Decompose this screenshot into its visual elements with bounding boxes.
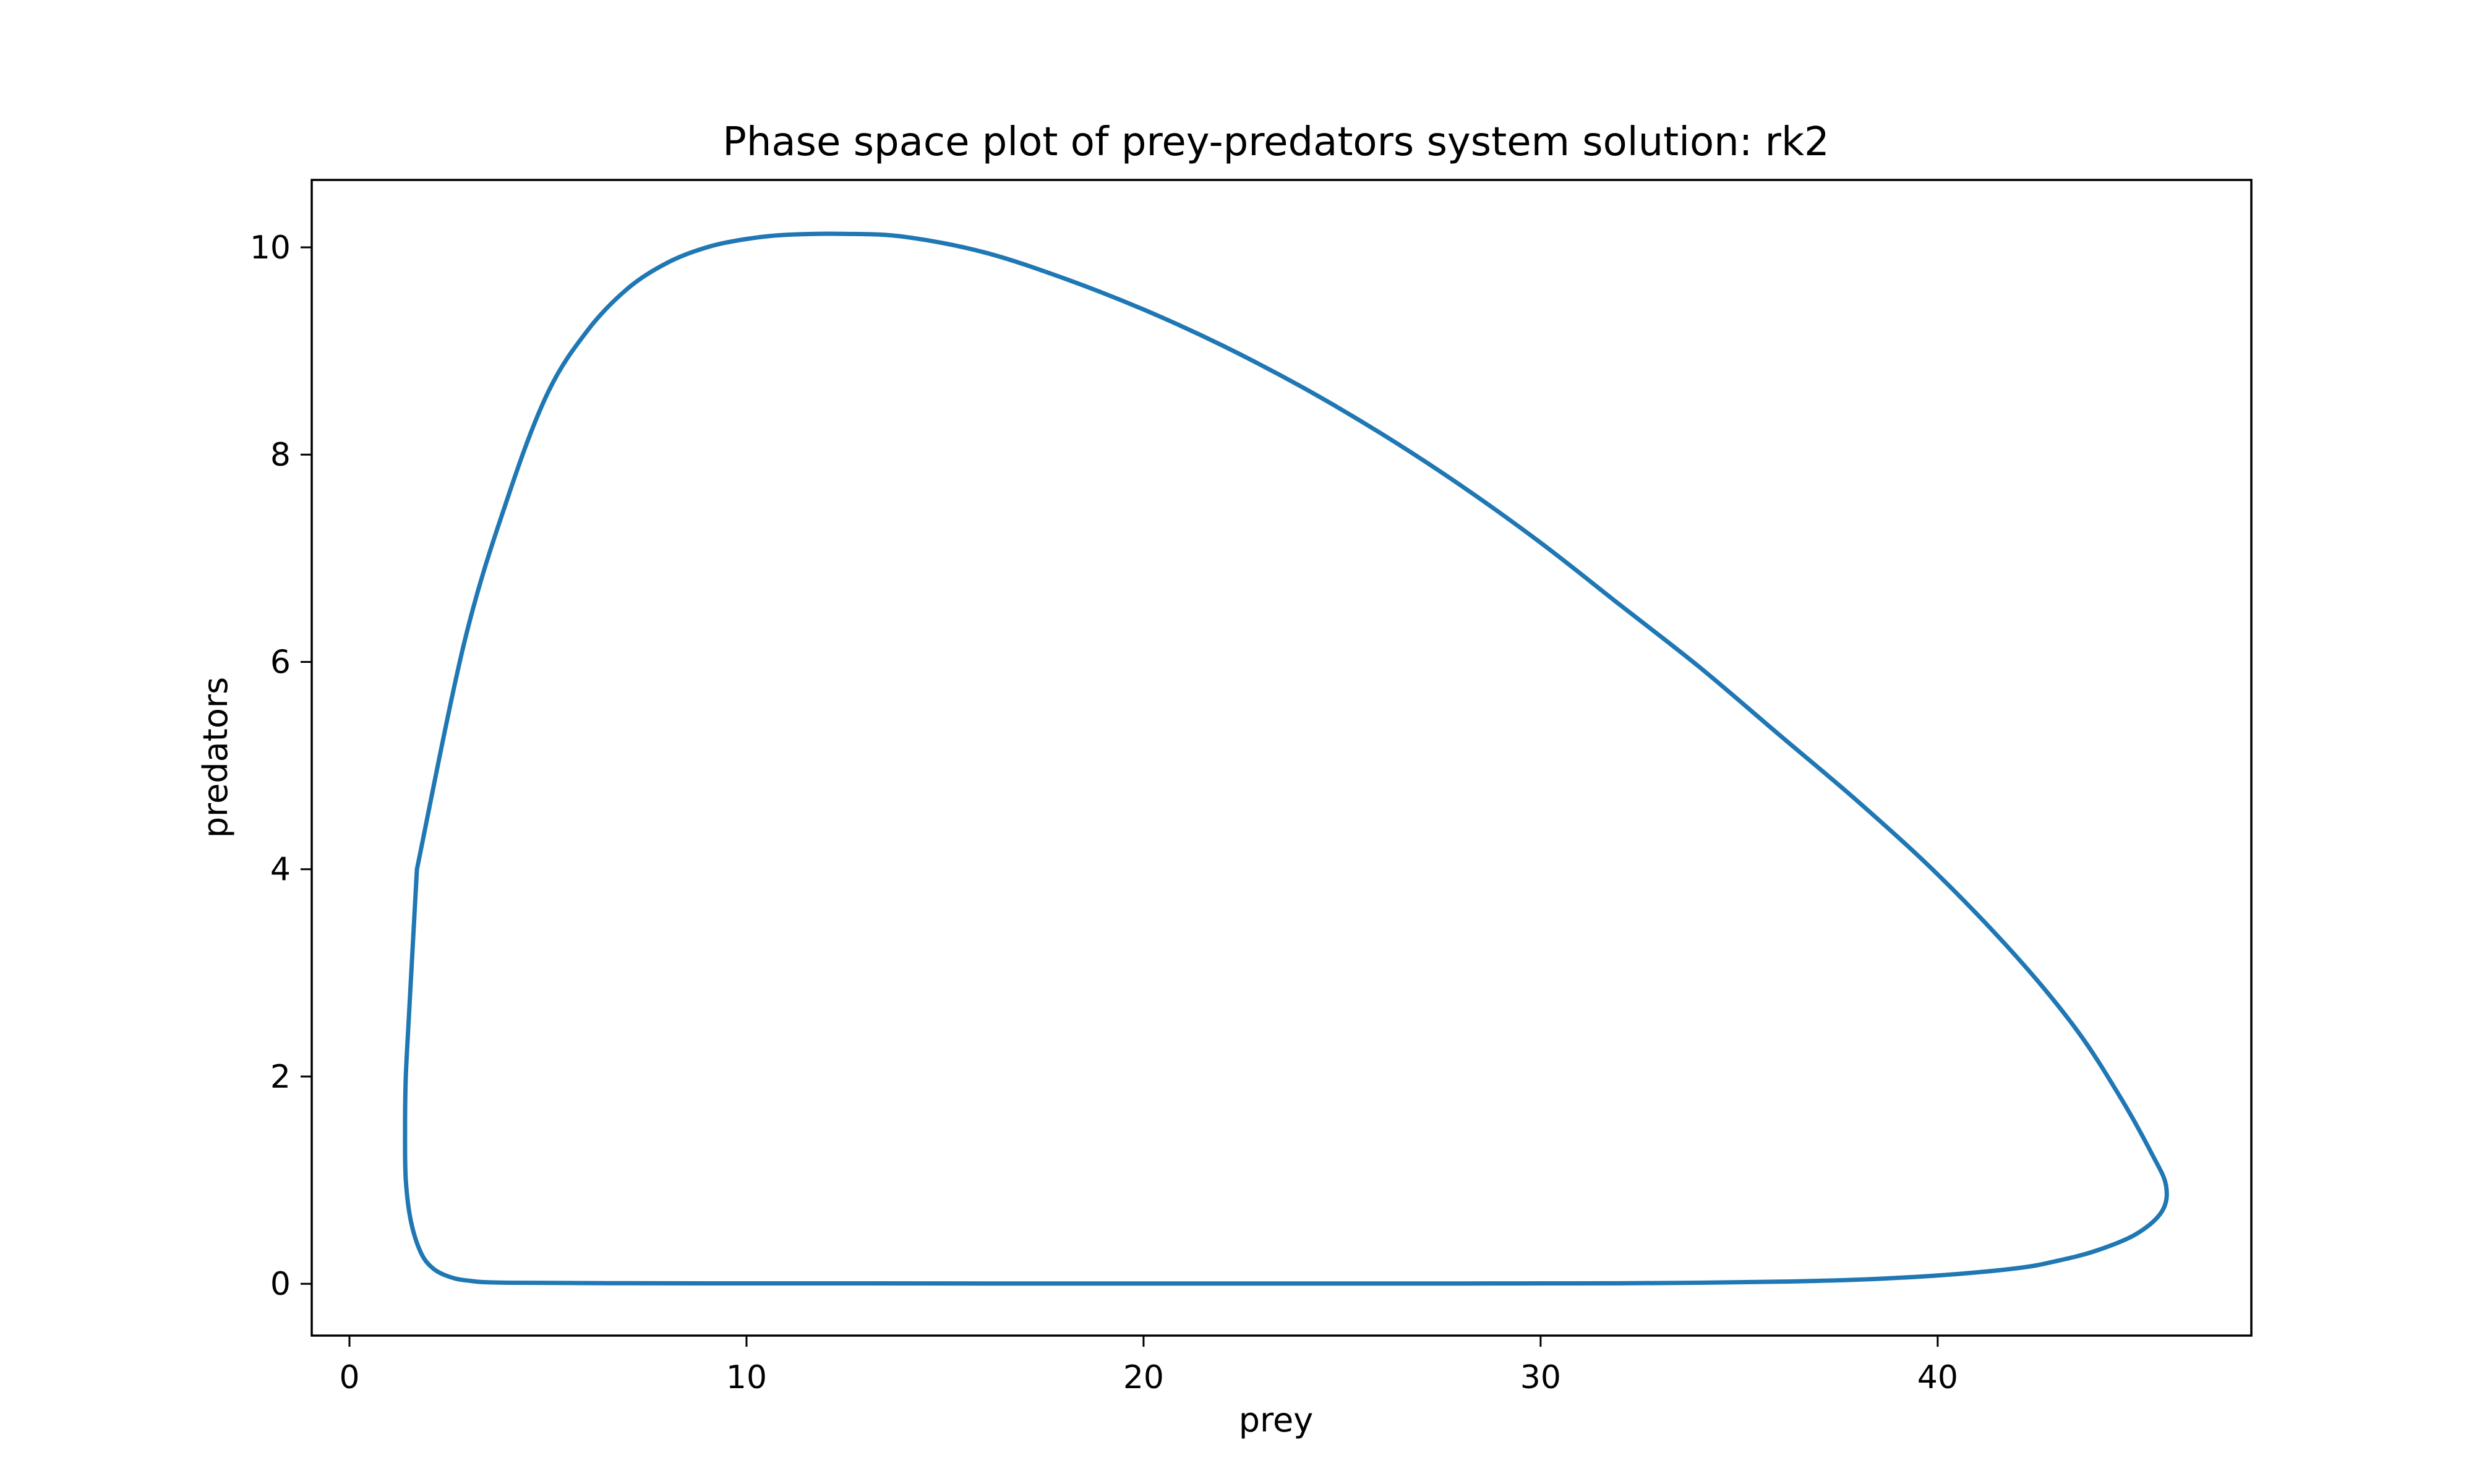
x-tick-label: 20 — [1123, 1359, 1164, 1396]
axes-frame — [310, 179, 2253, 1337]
y-tick-label: 4 — [270, 851, 291, 889]
y-tick-label: 2 — [270, 1059, 291, 1096]
y-tick-label: 8 — [270, 437, 291, 474]
chart-title: Phase space plot of prey-predators syste… — [722, 119, 1829, 165]
y-tick-label: 0 — [270, 1266, 291, 1303]
x-tick-label: 0 — [339, 1359, 359, 1396]
x-axis-label: prey — [1239, 1401, 1313, 1439]
y-tick-label: 10 — [250, 229, 291, 267]
x-tick-label: 40 — [1917, 1359, 1958, 1396]
x-tick-label: 30 — [1520, 1359, 1561, 1396]
y-axis-label: predators — [196, 677, 235, 838]
y-tick-label: 6 — [270, 644, 291, 681]
x-axis: 0 10 20 30 40 — [339, 1336, 1958, 1396]
plot-area — [403, 231, 2169, 1286]
x-tick-label: 10 — [726, 1359, 767, 1396]
y-axis: 0 2 4 6 8 10 — [250, 229, 312, 1303]
series-line-0 — [403, 231, 2169, 1286]
